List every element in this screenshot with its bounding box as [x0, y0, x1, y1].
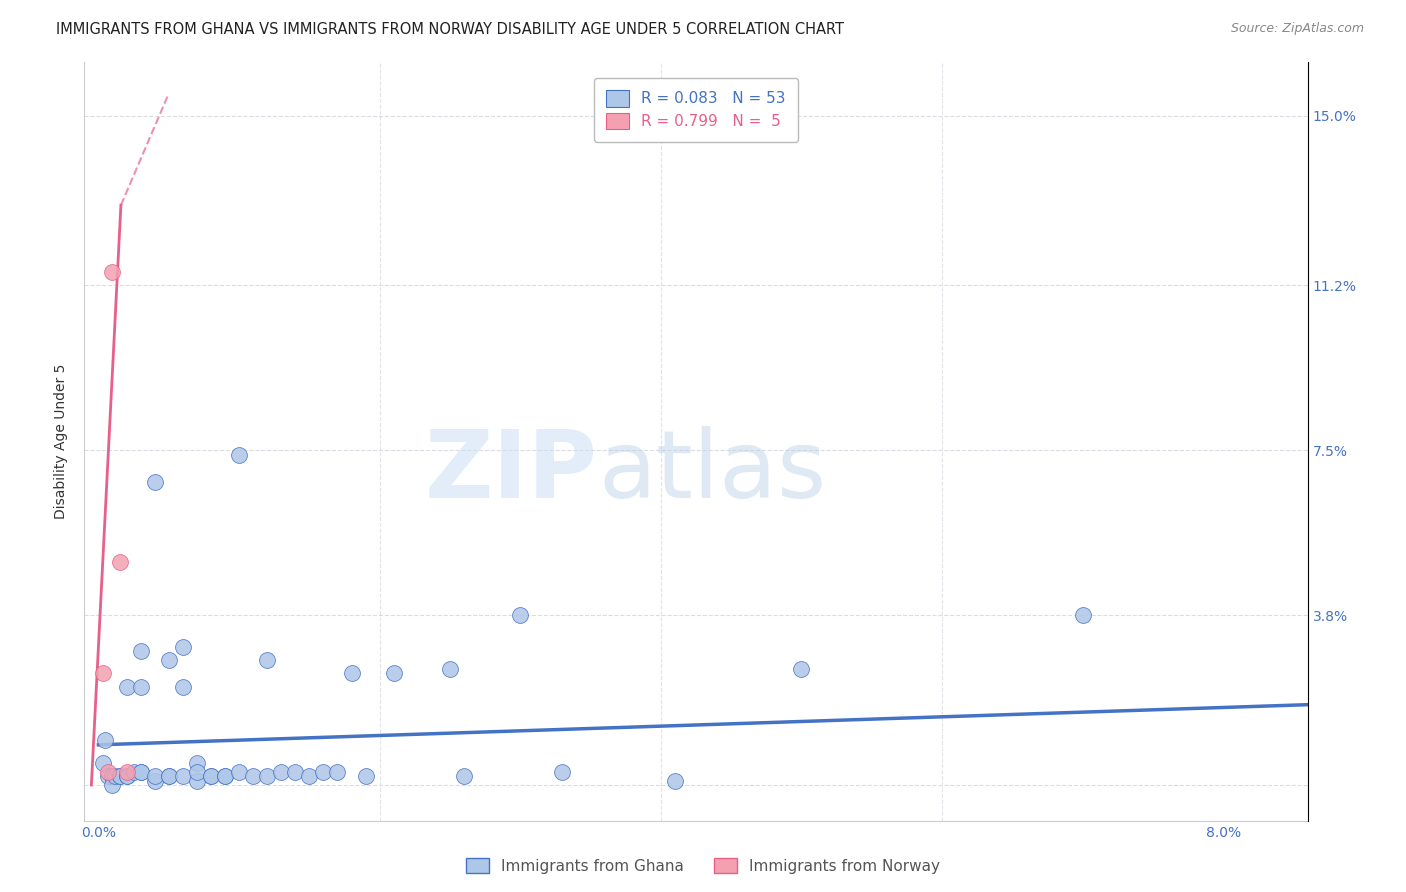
Point	[200, 769, 222, 783]
Point	[340, 666, 363, 681]
Point	[214, 769, 236, 783]
Point	[453, 769, 475, 783]
Text: ZIP: ZIP	[425, 425, 598, 518]
Point	[284, 764, 307, 779]
Point	[129, 680, 152, 694]
Point	[172, 769, 194, 783]
Point	[256, 653, 278, 667]
Point	[143, 475, 166, 489]
Point	[172, 680, 194, 694]
Point	[94, 733, 117, 747]
Point	[115, 764, 138, 779]
Point	[270, 764, 292, 779]
Point	[108, 769, 131, 783]
Point	[172, 640, 194, 654]
Point	[101, 769, 124, 783]
Point	[104, 769, 127, 783]
Point	[143, 773, 166, 788]
Point	[91, 756, 114, 770]
Point	[157, 653, 180, 667]
Point	[664, 773, 686, 788]
Point	[129, 764, 152, 779]
Point	[129, 764, 152, 779]
Point	[186, 764, 208, 779]
Text: Source: ZipAtlas.com: Source: ZipAtlas.com	[1230, 22, 1364, 36]
Legend: R = 0.083   N = 53, R = 0.799   N =  5: R = 0.083 N = 53, R = 0.799 N = 5	[593, 78, 799, 142]
Point	[551, 764, 574, 779]
Point	[101, 778, 124, 792]
Point	[101, 265, 124, 279]
Point	[354, 769, 377, 783]
Point	[214, 769, 236, 783]
Point	[122, 764, 145, 779]
Point	[157, 769, 180, 783]
Point	[228, 448, 250, 462]
Text: atlas: atlas	[598, 425, 827, 518]
Point	[228, 764, 250, 779]
Point	[115, 680, 138, 694]
Point	[312, 764, 335, 779]
Point	[242, 769, 264, 783]
Point	[509, 608, 531, 623]
Text: IMMIGRANTS FROM GHANA VS IMMIGRANTS FROM NORWAY DISABILITY AGE UNDER 5 CORRELATI: IMMIGRANTS FROM GHANA VS IMMIGRANTS FROM…	[56, 22, 844, 37]
Point	[326, 764, 349, 779]
Point	[108, 555, 131, 569]
Point	[115, 769, 138, 783]
Point	[439, 662, 461, 676]
Point	[143, 769, 166, 783]
Point	[91, 666, 114, 681]
Point	[256, 769, 278, 783]
Point	[129, 644, 152, 658]
Point	[97, 764, 120, 779]
Point	[101, 769, 124, 783]
Point	[790, 662, 813, 676]
Point	[157, 769, 180, 783]
Point	[108, 769, 131, 783]
Point	[1071, 608, 1094, 623]
Point	[186, 773, 208, 788]
Point	[186, 756, 208, 770]
Point	[97, 769, 120, 783]
Point	[115, 769, 138, 783]
Point	[298, 769, 321, 783]
Y-axis label: Disability Age Under 5: Disability Age Under 5	[55, 364, 69, 519]
Point	[382, 666, 405, 681]
Legend: Immigrants from Ghana, Immigrants from Norway: Immigrants from Ghana, Immigrants from N…	[460, 852, 946, 880]
Point	[200, 769, 222, 783]
